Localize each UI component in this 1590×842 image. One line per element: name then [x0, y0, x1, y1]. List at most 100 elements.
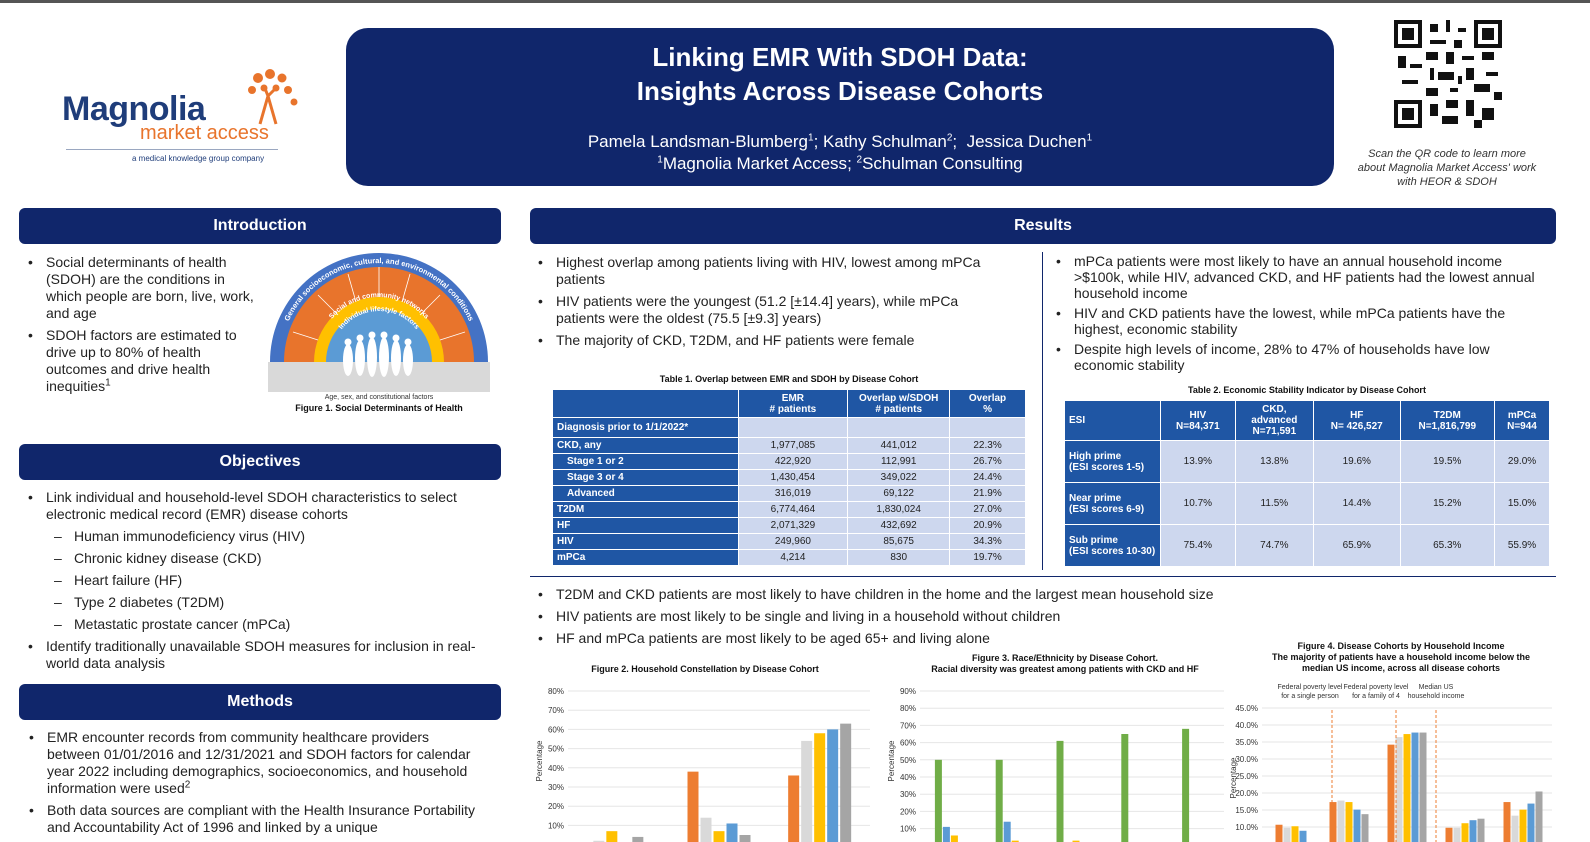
table1-pct: 34.3% [949, 533, 1026, 550]
bar [1461, 823, 1469, 842]
logo-sub: market access [140, 122, 269, 144]
bar [739, 835, 751, 842]
sdoh-rainbow-figure: General socioeconomic, cultural, and env… [268, 253, 490, 392]
objective-bullet: Identify traditionally unavailable SDOH … [20, 638, 490, 672]
y-tick-label: 30.0% [1235, 755, 1258, 764]
y-tick-label: 10% [548, 821, 564, 830]
bar [632, 836, 644, 842]
poster-title-line2: Insights Across Disease Cohorts [636, 76, 1044, 106]
table1-emr: 6,774,464 [737, 501, 849, 518]
bar [1419, 732, 1427, 842]
bar [1453, 827, 1461, 842]
table2-col-header: T2DM N=1,816,799 [1399, 400, 1495, 441]
table1-row: T2DM 6,774,464 1,830,024 27.0% [552, 501, 1026, 518]
bar [801, 740, 813, 842]
affiliations: 1Magnolia Market Access; 2Schulman Consu… [657, 154, 1023, 173]
table1-row-label: mPCa [552, 549, 739, 566]
table2-col-header: mPCa N=944 [1493, 400, 1551, 441]
result-bullet: HIV and CKD patients have the lowest, wh… [1048, 305, 1548, 337]
table2-cell: 65.9% [1312, 524, 1401, 567]
table1-row: Stage 1 or 2 422,920 112,991 26.7% [552, 453, 1026, 470]
poster-title-line1: Linking EMR With SDOH Data: [652, 42, 1028, 72]
bar [1527, 803, 1535, 842]
table2-col-header: HF N= 426,527 [1312, 400, 1401, 441]
table1-emr: 1,977,085 [737, 437, 849, 454]
y-tick-label: 45.0% [1235, 704, 1258, 713]
table1-emr: 422,920 [737, 453, 849, 470]
table2-cell: 10.7% [1160, 482, 1236, 525]
table2-header-row: ESI HIV N=84,371 CKD, advanced N=71,591 HF N= … [1064, 400, 1551, 441]
table1-row: CKD, any 1,977,085 441,012 22.3% [552, 437, 1026, 454]
table1: EMR # patients Overlap w/SDOH # patients O… [552, 389, 1026, 566]
table1-sdoh: 85,675 [847, 533, 951, 550]
table1-sdoh: 349,022 [847, 469, 951, 486]
figure1-caption: Figure 1. Social Determinants of Health [295, 403, 463, 413]
result-bullet: HIV patients were the youngest (51.2 [±1… [530, 293, 990, 327]
methods-bullets: EMR encounter records from community hea… [21, 729, 481, 841]
table2-cell: 29.0% [1493, 440, 1551, 483]
table1-header-row: EMR # patients Overlap w/SDOH # patients O… [552, 389, 1026, 418]
logo-brand: Magnolia [62, 90, 206, 128]
y-tick-label: 40.0% [1235, 721, 1258, 730]
table1-row-label: T2DM [552, 501, 739, 518]
table1-emr: 2,071,329 [737, 517, 849, 534]
table1-row-label: Stage 1 or 2 [552, 453, 739, 470]
table1-row-label: CKD, any [552, 437, 739, 454]
y-tick-label: 70% [900, 721, 916, 730]
qr-caption: Scan the QR code to learn more about Mag… [1357, 148, 1537, 188]
bar [1299, 830, 1307, 842]
bar [1503, 802, 1511, 842]
table2-cell: 15.0% [1493, 482, 1551, 525]
bar [1353, 809, 1361, 842]
bar [1291, 826, 1299, 842]
table2-cell: 14.4% [1312, 482, 1401, 525]
table2-cell: 55.9% [1493, 524, 1551, 567]
bar [1056, 740, 1064, 842]
bar [840, 723, 852, 842]
objectives-bullets: Link individual and household-level SDOH… [20, 489, 490, 677]
table1-pct: 21.9% [949, 485, 1026, 502]
y-tick-label: 30% [900, 790, 916, 799]
bar [934, 759, 942, 842]
bar [1361, 814, 1369, 842]
bar [1345, 802, 1353, 842]
y-tick-label: 25.0% [1235, 772, 1258, 781]
table1-sdoh: 112,991 [847, 453, 951, 470]
table1-emr: 249,960 [737, 533, 849, 550]
y-axis-label: Percentage [535, 740, 544, 781]
table1-pct: 24.4% [949, 469, 1026, 486]
table1-emr: 316,019 [737, 485, 849, 502]
qr-code-icon[interactable] [1394, 20, 1502, 128]
y-tick-label: 15.0% [1235, 806, 1258, 815]
table1-pct: 22.3% [949, 437, 1026, 454]
bar [1469, 820, 1477, 842]
table2-cell: 74.7% [1234, 524, 1314, 567]
result-bullet: Despite high levels of income, 28% to 47… [1048, 341, 1548, 373]
table1-caption: Table 1. Overlap between EMR and SDOH by… [659, 374, 919, 384]
result-bullet: The majority of CKD, T2DM, and HF patien… [530, 332, 990, 349]
figure1-base-label: Age, sex, and constitutional factors [324, 394, 434, 401]
figure3-chart: Percentage 90% 80% 70% 60% 50% 40% 30% 20% 10% [887, 687, 1224, 842]
bar [1011, 840, 1019, 842]
bar [726, 823, 738, 842]
result-bullet: mPCa patients were most likely to have a… [1048, 253, 1548, 301]
bar [593, 840, 605, 842]
table1-row: Advanced 316,019 69,122 21.9% [552, 485, 1026, 502]
figure2-title: Figure 2. Household Constellation by Dis… [591, 664, 819, 674]
methods-heading: Methods [19, 684, 501, 720]
results-right-bullets: mPCa patients were most likely to have a… [1048, 253, 1548, 377]
table2-row: Sub prime (ESI scores 10-30) 75.4% 74.7% 65.… [1064, 524, 1551, 567]
table1-row-label: HIV [552, 533, 739, 550]
y-tick-label: 10% [900, 825, 916, 834]
authors: Pamela Landsman-Blumberg1; Kathy Schulma… [587, 132, 1093, 151]
objective-sub: Chronic kidney disease (CKD) [20, 550, 490, 567]
table1-row: HF 2,071,329 432,692 20.9% [552, 517, 1026, 534]
table2-cell: 19.5% [1399, 440, 1495, 483]
annotation-label: for a single person [1281, 693, 1339, 700]
introduction-heading: Introduction [19, 208, 501, 244]
table1-emr: 4,214 [737, 549, 849, 566]
annotation-label: Federal poverty level [1278, 684, 1343, 691]
bar [1337, 800, 1345, 842]
bar [606, 831, 618, 842]
table1-row-label: Stage 3 or 4 [552, 469, 739, 486]
